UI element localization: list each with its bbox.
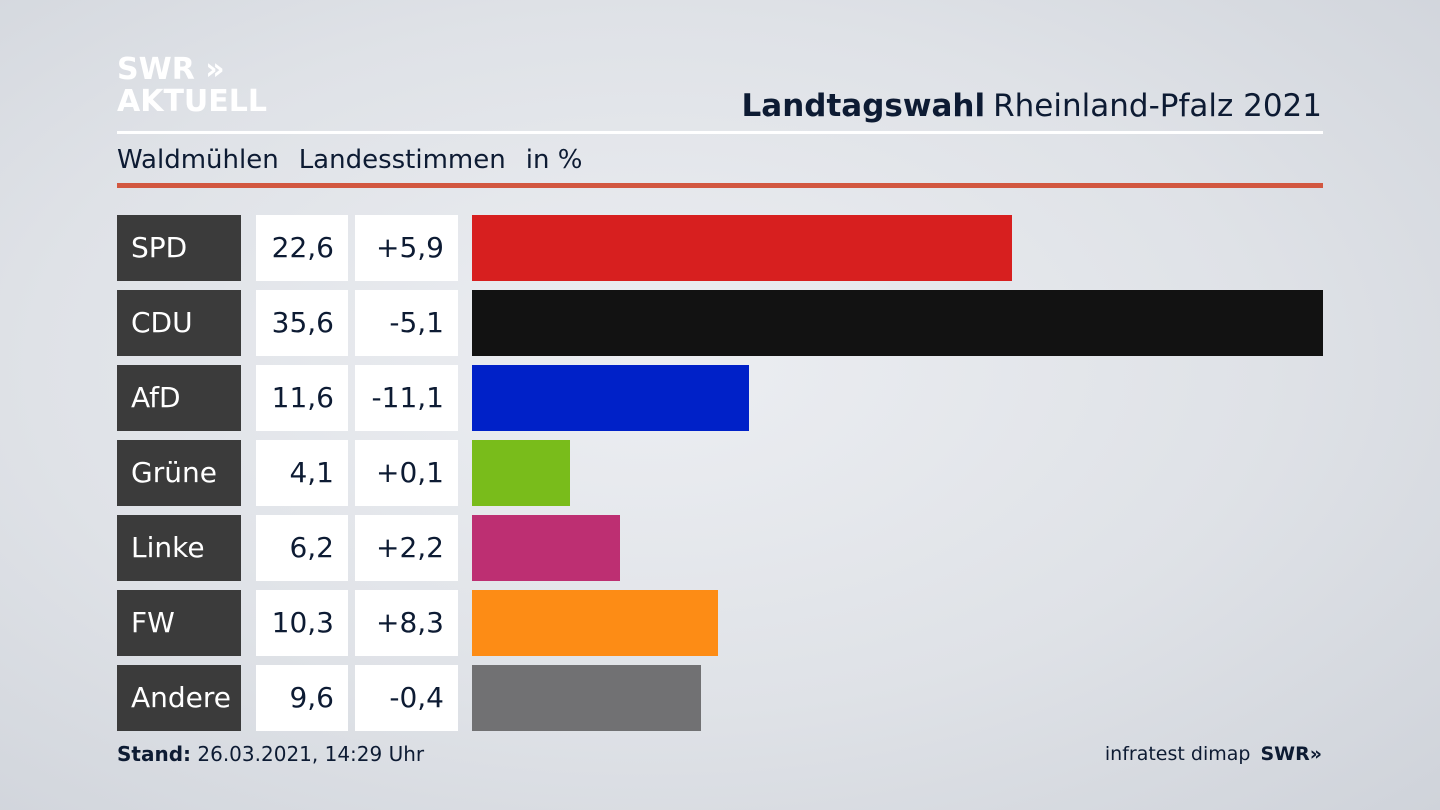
change-label: +0,1 <box>355 440 458 506</box>
title-rest: Rheinland-Pfalz 2021 <box>993 88 1322 124</box>
title-bold: Landtagswahl <box>741 88 986 124</box>
vote-share-label: 6,2 <box>256 515 348 581</box>
bar <box>472 440 570 506</box>
footer-brand-text: SWR <box>1260 743 1310 765</box>
bar <box>472 365 749 431</box>
logo-line-1: SWR » <box>117 54 267 86</box>
bar <box>472 515 620 581</box>
party-label: FW <box>117 590 241 656</box>
swr-aktuell-logo: SWR » AKTUELL <box>117 54 267 118</box>
stand-value: 26.03.2021, 14:29 Uhr <box>197 742 425 766</box>
table-row: Linke 6,2 +2,2 <box>117 515 1323 581</box>
header-divider <box>117 131 1323 134</box>
place-name: Waldmühlen <box>117 145 279 175</box>
chevron-right-icon: » <box>205 52 224 87</box>
chevron-right-icon: » <box>1309 743 1322 765</box>
bar <box>472 290 1323 356</box>
party-label: AfD <box>117 365 241 431</box>
logo-swr-text: SWR <box>117 52 195 87</box>
page-title: Landtagswahl Rheinland-Pfalz 2021 <box>742 86 1322 126</box>
vote-share-label: 4,1 <box>256 440 348 506</box>
change-label: +2,2 <box>355 515 458 581</box>
change-label: +8,3 <box>355 590 458 656</box>
stand-label: Stand: <box>117 742 192 766</box>
vote-share-label: 10,3 <box>256 590 348 656</box>
table-row: AfD 11,6 -11,1 <box>117 365 1323 431</box>
table-row: Grüne 4,1 +0,1 <box>117 440 1323 506</box>
table-row: FW 10,3 +8,3 <box>117 590 1323 656</box>
party-label: Linke <box>117 515 241 581</box>
bar <box>472 590 718 656</box>
table-row: CDU 35,6 -5,1 <box>117 290 1323 356</box>
source-name: infratest dimap <box>1104 743 1251 765</box>
unit-label: in % <box>525 145 583 175</box>
change-label: -11,1 <box>355 365 458 431</box>
table-row: Andere 9,6 -0,4 <box>117 665 1323 731</box>
vote-share-label: 11,6 <box>256 365 348 431</box>
source-credit: infratest dimap SWR» <box>1105 740 1322 768</box>
party-label: SPD <box>117 215 241 281</box>
change-label: -0,4 <box>355 665 458 731</box>
party-label: Andere <box>117 665 241 731</box>
vote-share-label: 9,6 <box>256 665 348 731</box>
vote-share-label: 35,6 <box>256 290 348 356</box>
bar <box>472 215 1012 281</box>
change-label: -5,1 <box>355 290 458 356</box>
vote-share-label: 22,6 <box>256 215 348 281</box>
accent-divider <box>117 183 1323 188</box>
bar <box>472 665 701 731</box>
footer-brand: SWR» <box>1260 743 1322 765</box>
table-row: SPD 22,6 +5,9 <box>117 215 1323 281</box>
party-label: CDU <box>117 290 241 356</box>
change-label: +5,9 <box>355 215 458 281</box>
timestamp: Stand: 26.03.2021, 14:29 Uhr <box>117 740 424 768</box>
logo-line-2: AKTUELL <box>117 84 268 119</box>
vote-type: Landesstimmen <box>298 145 506 175</box>
party-label: Grüne <box>117 440 241 506</box>
subheader: Waldmühlen Landesstimmen in % <box>117 143 602 177</box>
